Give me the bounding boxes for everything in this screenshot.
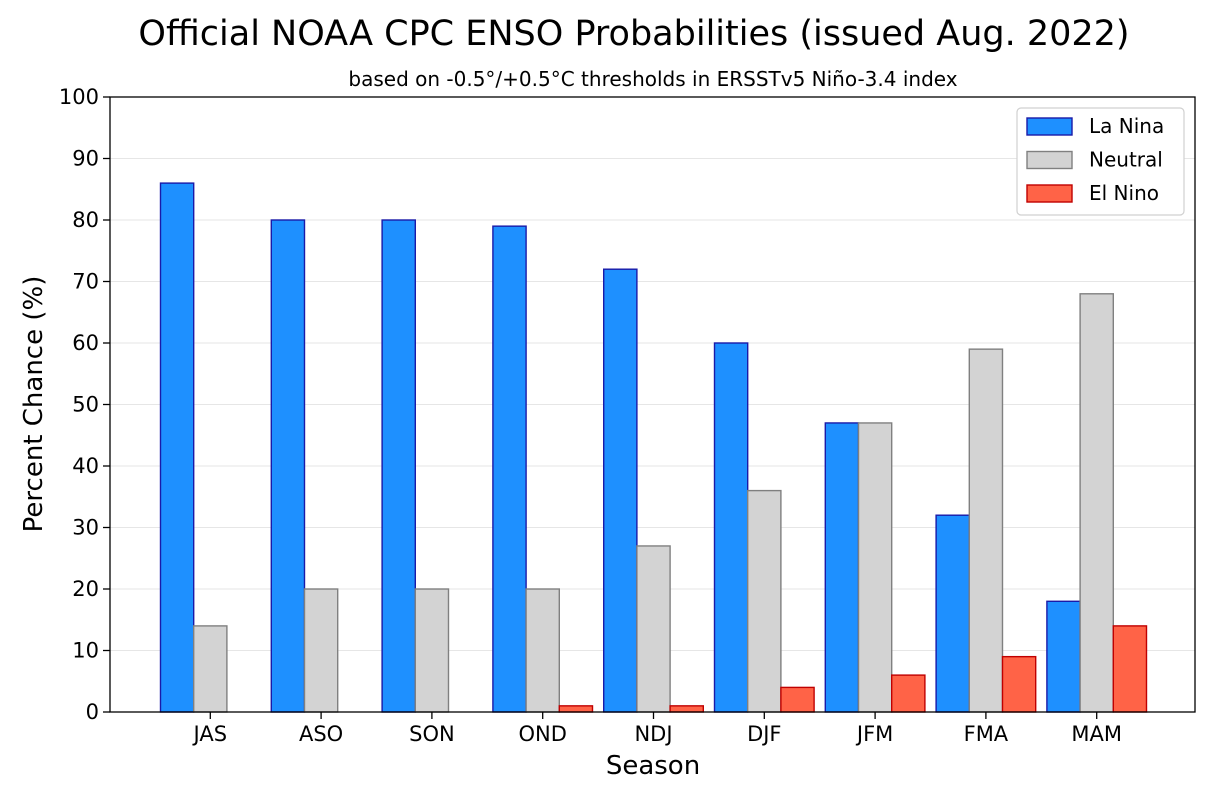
y-tick-label: 10 [72, 639, 99, 663]
x-tick-label: FMA [964, 722, 1009, 746]
y-tick-label: 100 [59, 85, 99, 109]
bar-la-nina-jas [159, 182, 195, 713]
bar-el-nino-ndj [669, 705, 704, 713]
x-axis-label: Season [606, 751, 700, 781]
bar-la-nina-jfm [824, 422, 860, 713]
legend-label: Neutral [1089, 148, 1163, 172]
bar-el-nino-mam [1112, 625, 1148, 713]
chart-title: Official NOAA CPC ENSO Probabilities (is… [138, 14, 1129, 54]
y-tick-label: 20 [72, 577, 99, 601]
bar-neutral-aso [303, 588, 339, 713]
legend-label: La Nina [1089, 114, 1164, 138]
legend-label: El Nino [1089, 181, 1159, 205]
bar-neutral-mam [1079, 293, 1114, 713]
bar-la-nina-ond [492, 225, 527, 713]
bar-neutral-djf [747, 489, 782, 713]
x-tick-label: OND [518, 722, 566, 746]
y-tick-label: 30 [72, 516, 99, 540]
bar-la-nina-aso [270, 219, 306, 713]
y-axis-ticks: 0 10 20 30 40 50 60 70 80 90 100 [59, 85, 110, 724]
bar-el-nino-ond [558, 705, 594, 713]
bar-el-nino-djf [780, 686, 815, 713]
bar-la-nina-son [381, 219, 417, 713]
bar-la-nina-mam [1046, 600, 1081, 713]
legend-swatch [1026, 150, 1073, 170]
x-tick-label: MAM [1071, 722, 1122, 746]
bars [159, 182, 1148, 713]
legend-swatch [1026, 184, 1073, 203]
bar-neutral-jfm [857, 422, 893, 713]
bar-neutral-ond [525, 588, 560, 713]
x-axis-ticks: JAS ASO SON OND NDJ DJF JFM FMA MAM [192, 712, 1122, 746]
y-axis-label: Percent Chance (%) [19, 276, 49, 533]
x-tick-label: JFM [855, 722, 893, 746]
y-tick-label: 90 [72, 147, 99, 171]
chart-subtitle: based on -0.5°/+0.5°C thresholds in ERSS… [348, 67, 957, 91]
legend: La Nina Neutral El Nino [1016, 107, 1185, 216]
x-tick-label: NDJ [634, 722, 672, 746]
y-tick-label: 40 [72, 454, 99, 478]
y-tick-label: 50 [72, 393, 99, 417]
x-tick-label: JAS [192, 722, 228, 746]
x-tick-label: ASO [299, 722, 343, 746]
bar-la-nina-ndj [603, 268, 638, 713]
bar-el-nino-jfm [891, 674, 926, 713]
bar-neutral-ndj [636, 545, 671, 713]
bar-la-nina-fma [935, 514, 970, 713]
y-tick-label: 80 [72, 208, 99, 232]
bar-la-nina-djf [713, 342, 749, 713]
legend-swatch [1026, 117, 1073, 136]
y-tick-label: 60 [72, 331, 99, 355]
bar-neutral-jas [192, 625, 228, 713]
x-tick-label: SON [409, 722, 455, 746]
bar-el-nino-fma [1001, 655, 1037, 713]
bar-neutral-fma [968, 348, 1004, 713]
bar-neutral-son [414, 588, 450, 713]
x-tick-label: DJF [747, 722, 781, 746]
y-tick-label: 70 [72, 270, 99, 294]
y-tick-label: 0 [86, 700, 99, 724]
